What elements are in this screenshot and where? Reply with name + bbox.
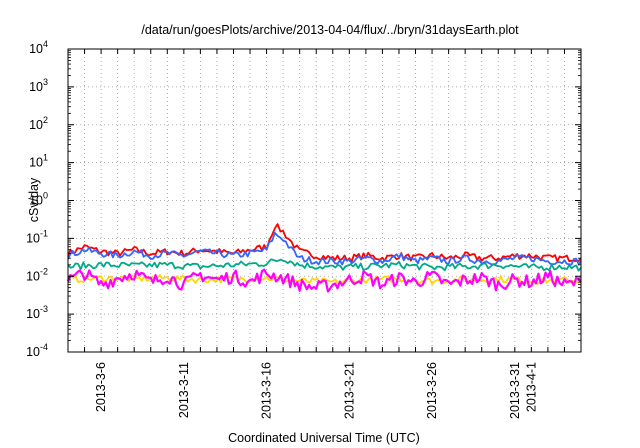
x-tick-label: 2013-3-31 (508, 362, 522, 419)
grid-lines (68, 49, 581, 352)
y-tick-label: 10-4 (26, 342, 48, 359)
y-axis-label: cSv/day (27, 177, 41, 222)
x-tick-label: 2013-3-16 (260, 362, 274, 419)
series-line-1 (67, 231, 582, 266)
x-tick-label: 2013-4-1 (524, 362, 538, 412)
plot-frame (67, 48, 582, 353)
y-tick-label: 10-1 (26, 228, 48, 245)
series-line-0 (67, 223, 582, 263)
x-tick-label: 2013-3-11 (177, 362, 191, 418)
x-tick-label: 2013-3-21 (342, 362, 356, 419)
y-tick-label: 10-3 (26, 304, 48, 321)
x-tick-label: 2013-3-6 (94, 362, 108, 412)
y-tick-labels: 10-4 10-3 10-2 10-1 100 101 102 103 104 (26, 39, 48, 359)
series-line-2 (67, 258, 582, 272)
y-tick-label: 103 (29, 77, 48, 94)
x-tick-labels: 2013-3-6 2013-3-11 2013-3-16 2013-3-21 2013-… (94, 362, 538, 419)
x-axis-label: Coordinated Universal Time (UTC) (228, 431, 420, 445)
x-tick-label: 2013-3-26 (425, 362, 439, 419)
chart-title: /data/run/goesPlots/archive/2013-04-04/f… (141, 23, 519, 37)
y-tick-label: 102 (29, 115, 48, 132)
y-tick-label: 101 (29, 153, 48, 170)
axes (67, 48, 582, 353)
y-tick-label: 104 (29, 39, 48, 56)
series-line-4 (66, 268, 582, 293)
y-tick-label: 100 (29, 191, 48, 208)
plot-area (66, 223, 582, 293)
y-tick-label: 10-2 (26, 266, 48, 283)
